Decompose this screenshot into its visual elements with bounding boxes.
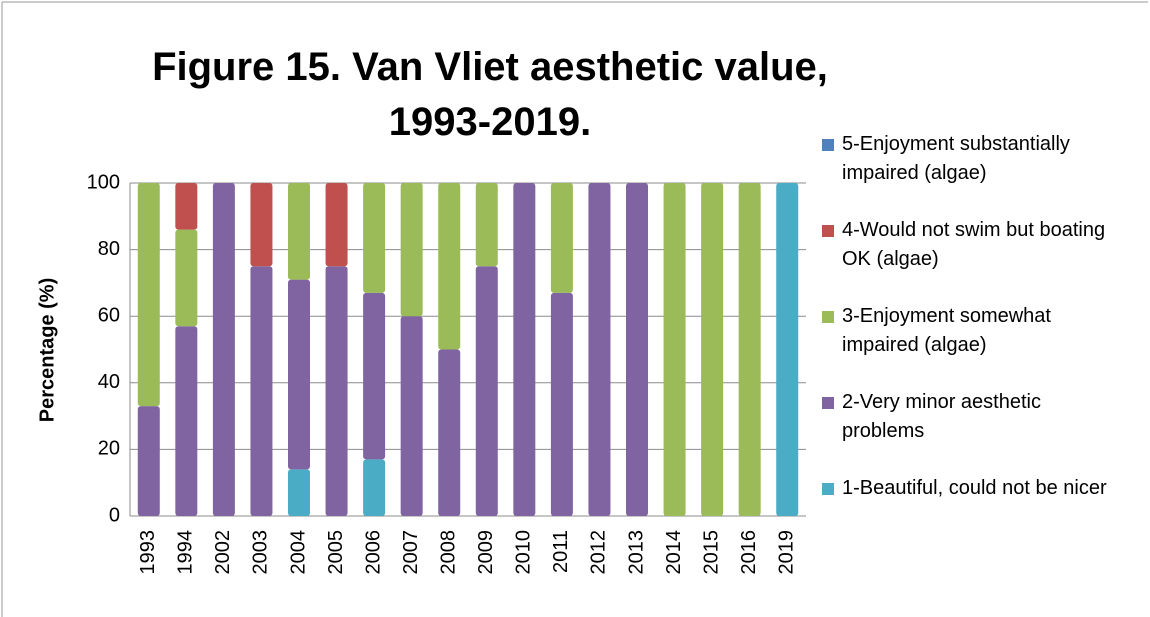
y-tick-label: 100	[87, 171, 120, 193]
bar-segment	[175, 326, 198, 516]
x-tick-label: 2003	[250, 530, 272, 575]
legend-label: 4-Would not swim but boating OK (algae)	[842, 219, 1106, 270]
y-tick-label: 80	[98, 238, 120, 260]
bar-segment	[738, 183, 761, 516]
bar-segment	[288, 279, 310, 470]
legend-item: 2-Very minor aesthetic problems	[822, 388, 1122, 474]
x-tick-label: 2015	[700, 530, 722, 575]
bar-segment	[250, 266, 273, 516]
x-tick-label: 2006	[362, 530, 384, 575]
bar-segment	[250, 183, 273, 267]
y-axis-label: Percentage (%)	[36, 278, 58, 423]
x-tick-label: 2014	[663, 530, 685, 575]
x-tick-label: 1993	[137, 530, 159, 575]
x-tick-label: 1994	[175, 530, 197, 575]
legend-label: 1-Beautiful, could not be nicer	[842, 477, 1107, 499]
bar-segment	[513, 183, 536, 516]
legend-label: 3-Enjoyment somewhat impaired (algae)	[842, 305, 1051, 356]
bar-segment	[325, 266, 348, 516]
x-tick-label: 2011	[550, 530, 572, 573]
y-tick-label: 0	[109, 504, 120, 526]
x-tick-label: 2004	[287, 530, 309, 575]
bar-segment	[175, 229, 198, 327]
bar-segment	[325, 183, 348, 267]
legend-item: 1-Beautiful, could not be nicer	[822, 474, 1122, 560]
legend-swatch	[822, 397, 834, 409]
bar-segment	[212, 183, 235, 516]
legend-item: 3-Enjoyment somewhat impaired (algae)	[822, 302, 1122, 388]
bar-segment	[288, 183, 310, 280]
bar-segment	[776, 183, 799, 516]
legend-item: 5-Enjoyment substantially impaired (alga…	[822, 130, 1122, 216]
x-tick-label: 2016	[738, 530, 760, 575]
bar-segment	[363, 292, 386, 460]
y-tick-label: 60	[98, 304, 120, 326]
bar-segment	[400, 183, 423, 317]
y-tick-label: 40	[98, 371, 120, 393]
legend-label: 2-Very minor aesthetic problems	[842, 391, 1041, 442]
x-tick-label: 2007	[400, 530, 422, 575]
bar-segment	[363, 459, 386, 516]
bar-segment	[400, 316, 423, 516]
legend-swatch	[822, 483, 834, 495]
x-tick-label: 2005	[325, 530, 347, 575]
bar-segment	[475, 183, 498, 267]
legend-label: 5-Enjoyment substantially impaired (alga…	[842, 133, 1070, 184]
x-tick-label: 2012	[588, 530, 610, 575]
legend-swatch	[822, 225, 834, 237]
bar-segment	[663, 183, 686, 516]
bar-segment	[475, 266, 498, 516]
x-tick-label: 2002	[212, 530, 234, 575]
bar-segment	[701, 183, 724, 516]
bar-segment	[363, 183, 386, 293]
x-tick-label: 2010	[513, 530, 535, 575]
bar-segment	[137, 406, 160, 516]
bar-segment	[438, 349, 461, 516]
bar-segment	[137, 183, 160, 407]
legend-swatch	[822, 311, 834, 323]
legend-swatch	[822, 139, 834, 151]
bar-segment	[550, 183, 573, 293]
bar-segment	[550, 292, 573, 516]
x-tick-label: 2008	[438, 530, 460, 575]
legend-item: 4-Would not swim but boating OK (algae)	[822, 216, 1122, 302]
bar-segment	[438, 183, 461, 350]
x-tick-label: 2009	[475, 530, 497, 575]
bar-segment	[588, 183, 611, 516]
legend: 5-Enjoyment substantially impaired (alga…	[822, 130, 1122, 560]
bar-segment	[626, 183, 648, 516]
y-tick-label: 20	[98, 438, 120, 460]
bar-segment	[288, 469, 310, 516]
x-tick-label: 2019	[776, 530, 798, 575]
chart-title: Figure 15. Van Vliet aesthetic value, 19…	[152, 45, 828, 144]
x-tick-label: 2013	[625, 530, 647, 575]
bar-segment	[175, 183, 198, 230]
